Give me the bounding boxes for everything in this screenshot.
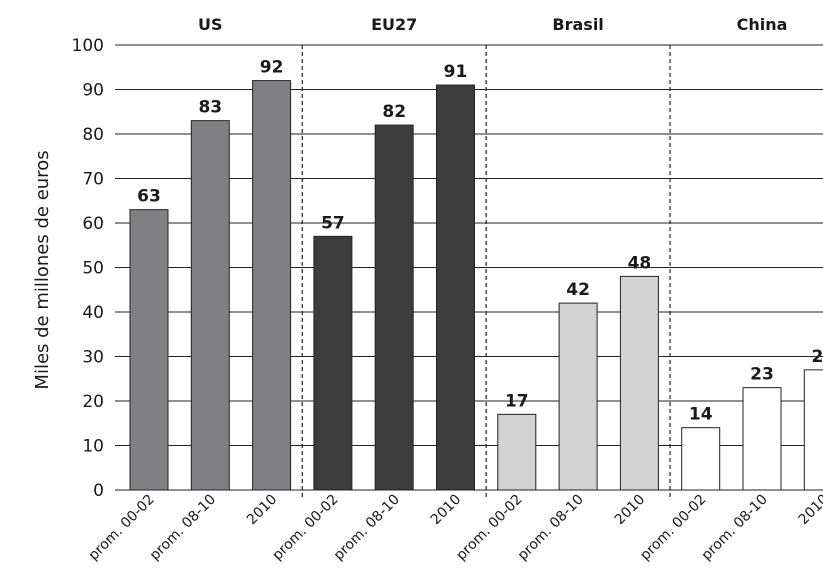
data-label: 83 [198, 98, 222, 118]
bars [129, 80, 823, 491]
bar [681, 427, 721, 491]
y-tick-label: 90 [82, 81, 104, 101]
x-tick-label: 2010 [428, 492, 465, 529]
bar [190, 120, 230, 491]
x-tick-label: 2010 [612, 492, 649, 529]
bar [129, 209, 169, 491]
y-tick-label: 60 [82, 214, 104, 234]
x-tick-label: prom. 08-10 [331, 492, 403, 564]
data-label: 17 [505, 391, 529, 411]
y-tick-label: 30 [82, 348, 104, 368]
data-label: 91 [444, 62, 468, 82]
data-label: 48 [628, 253, 652, 273]
y-tick-label: 50 [82, 259, 104, 279]
bar [252, 80, 292, 491]
y-tick-label: 10 [82, 437, 104, 457]
data-label: 82 [382, 102, 406, 122]
x-tick-label: prom. 08-10 [515, 492, 587, 564]
bar [803, 369, 823, 491]
bar [619, 275, 659, 491]
y-tick-label: 100 [72, 36, 104, 56]
y-tick-label: 40 [82, 303, 104, 323]
x-tick-label: 2010 [244, 492, 281, 529]
data-label: 42 [566, 280, 590, 300]
group-labels: US EU27 Brasil China [198, 15, 787, 34]
data-label: 14 [689, 405, 713, 425]
group-label: Brasil [552, 15, 603, 34]
group-label: EU27 [371, 15, 417, 34]
x-tick-label: 2010 [796, 492, 823, 529]
x-tick-label: prom. 08-10 [699, 492, 771, 564]
bar [436, 84, 475, 491]
data-label: 57 [321, 213, 345, 233]
y-tick-label: 80 [82, 125, 104, 145]
bar [374, 124, 414, 491]
data-labels: 63 83 92 57 82 91 17 42 48 14 23 27 [137, 58, 823, 425]
bar [313, 235, 353, 491]
y-axis-label: Miles de millones de euros [32, 150, 53, 389]
y-tick-label: 0 [93, 481, 104, 501]
data-label: 27 [811, 347, 823, 367]
group-label: China [737, 15, 788, 34]
bar [497, 413, 537, 491]
y-tick-label: 70 [82, 170, 104, 190]
y-tick-label: 20 [82, 392, 104, 412]
x-tick-label: prom. 08-10 [147, 492, 219, 564]
data-label: 23 [750, 365, 774, 385]
group-label: US [198, 15, 223, 34]
group-separators [301, 45, 671, 498]
bar [558, 302, 598, 491]
y-ticks: 0 10 20 30 40 50 60 70 80 90 100 [72, 36, 104, 501]
data-label: 63 [137, 187, 161, 207]
data-label: 92 [260, 58, 284, 78]
bar [742, 387, 782, 491]
